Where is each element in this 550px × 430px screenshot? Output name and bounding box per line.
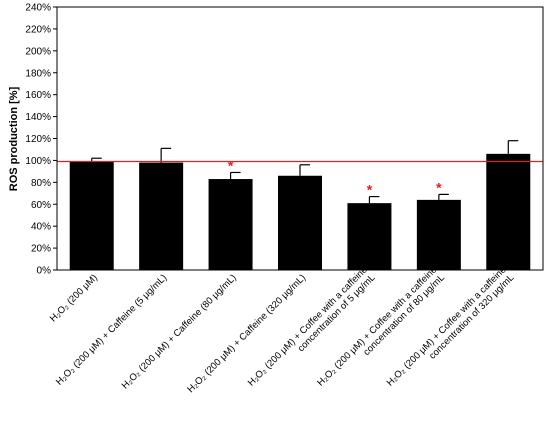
x-category-label-line: H₂O₂ (200 μM) + Coffee with a caffeine: [385, 265, 509, 389]
bars: [69, 153, 531, 270]
bar: [416, 199, 461, 270]
bar: [208, 179, 253, 270]
y-tick-label: 20%: [31, 244, 51, 255]
y-tick-label: 60%: [31, 200, 51, 211]
y-tick-label: 240%: [25, 3, 51, 14]
x-category-label-line: H₂O₂ (200 μM) + Coffee with a caffeine: [246, 265, 370, 389]
bar: [486, 153, 531, 270]
y-tick-label: 180%: [25, 68, 51, 79]
y-tick-label: 200%: [25, 46, 51, 57]
significance-star: *: [436, 179, 442, 195]
bar: [347, 203, 392, 270]
y-tick-label: 100%: [25, 156, 51, 167]
x-category-label: H₂O₂ (200 μM): [48, 272, 100, 324]
x-category-label: H₂O₂ (200 μM) + Caffeine (5 μg/mL): [54, 272, 169, 387]
y-tick-label: 160%: [25, 90, 51, 101]
x-category-label-line: H₂O₂ (200 μM) + Caffeine (320 μg/mL): [185, 272, 308, 395]
bar: [139, 162, 184, 270]
x-category-label: H₂O₂ (200 μM) + Caffeine (320 μg/mL): [185, 272, 308, 395]
bar: [278, 175, 322, 270]
y-tick-label: 0%: [37, 266, 52, 277]
significance-star: *: [367, 182, 373, 198]
y-axis-label: ROS production [%]: [8, 86, 20, 191]
y-axis-ticks: 0% 20% 40% 60% 80% 100% 120% 140% 160% 180% 200% 22…: [25, 3, 57, 277]
x-category-label: H₂O₂ (200 μM) + Coffee with a caffeineco…: [385, 265, 517, 389]
y-tick-label: 220%: [25, 24, 51, 35]
significance-star: *: [228, 157, 234, 173]
significance-marks: * * *: [228, 157, 442, 197]
y-tick-label: 40%: [31, 222, 51, 233]
x-axis-categories: H₂O₂ (200 μM)H₂O₂ (200 μM) + Caffeine (5…: [48, 265, 517, 396]
plot-frame: [56, 6, 544, 271]
x-category-label: H₂O₂ (200 μM) + Coffee with a caffeineco…: [246, 265, 378, 389]
x-category-label: H₂O₂ (200 μM) + Coffee with a caffeineco…: [315, 265, 447, 389]
x-category-label-line: H₂O₂ (200 μM) + Coffee with a caffeine: [315, 265, 439, 389]
y-tick-label: 140%: [25, 112, 51, 123]
y-tick-label: 120%: [25, 134, 51, 145]
x-category-label: H₂O₂ (200 μM) + Caffeine (80 μg/mL): [120, 272, 239, 391]
y-tick-label: 80%: [31, 178, 51, 189]
x-category-label-line: H₂O₂ (200 μM): [48, 272, 100, 324]
error-bars: [91, 140, 519, 204]
bar: [69, 161, 114, 270]
x-category-label-line: H₂O₂ (200 μM) + Caffeine (5 μg/mL): [54, 272, 169, 387]
x-category-label-line: H₂O₂ (200 μM) + Caffeine (80 μg/mL): [120, 272, 239, 391]
